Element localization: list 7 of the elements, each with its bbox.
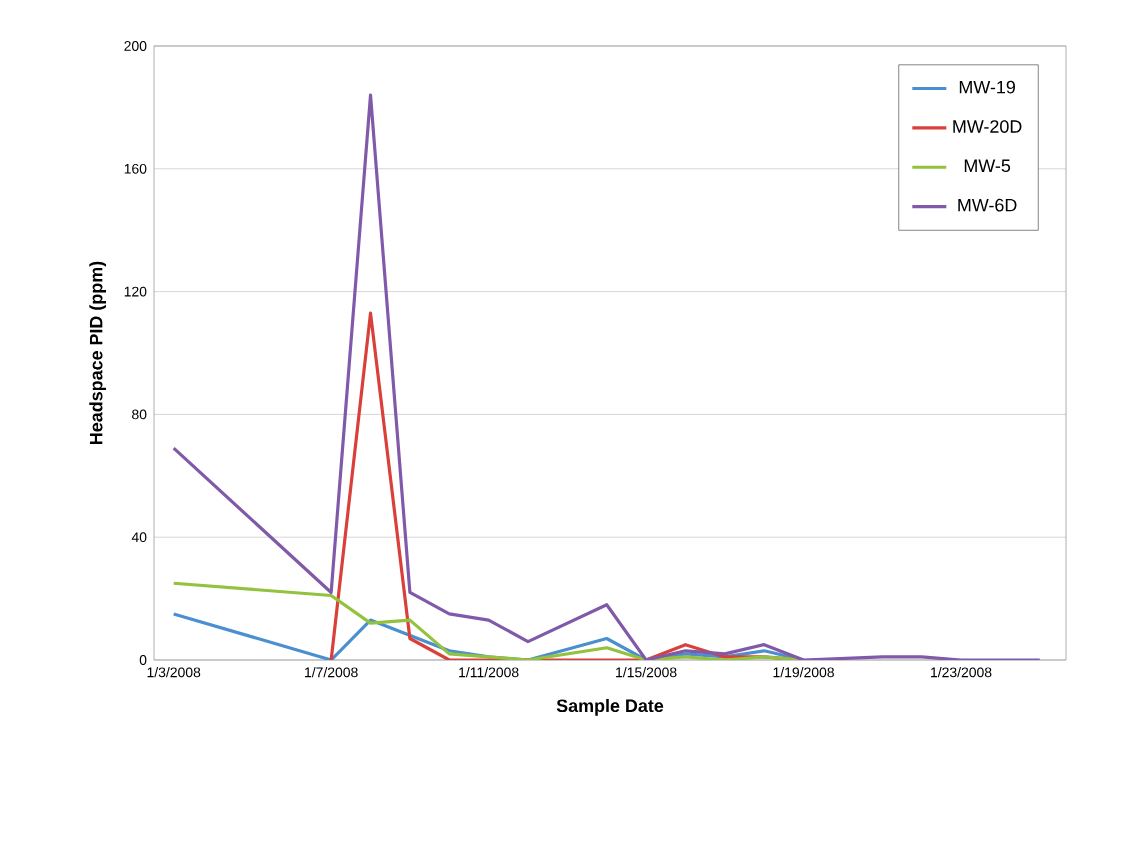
- line-series: [172, 93, 1042, 660]
- legend-label: MW-6D: [958, 198, 1017, 212]
- legend-label: MW-20D: [953, 120, 1022, 133]
- legend-label: MW-19: [959, 80, 1015, 94]
- legend-label: MW-5: [964, 159, 1011, 173]
- x-axis-title: Sample Date: [556, 698, 664, 716]
- y-axis-title: Headspace PID (ppm): [89, 261, 107, 444]
